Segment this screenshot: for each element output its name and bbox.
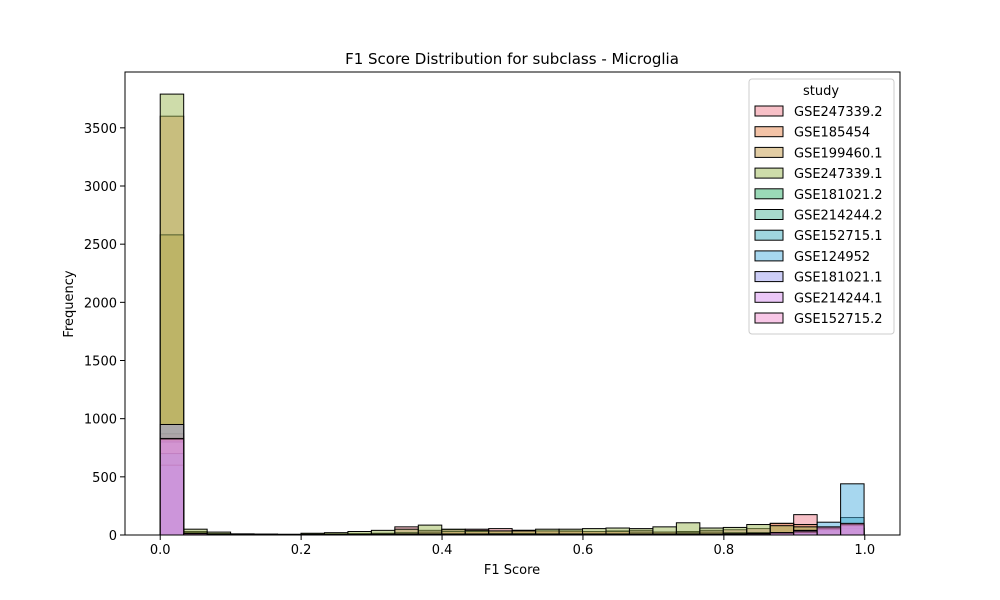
bar-GSE247339-1-bin-21 [652,526,677,536]
legend-label: GSE247339.1 [794,167,883,182]
legend-swatch [754,312,784,324]
legend-swatch [754,188,784,200]
y-tick-label: 3500 [84,122,117,137]
legend-label: GSE152715.2 [794,312,883,327]
y-tick-label: 0 [109,529,117,544]
x-tick-label: 1.0 [854,543,875,558]
legend-label: GSE247339.2 [794,105,883,120]
x-tick-label: 0.2 [291,543,312,558]
bar-GSE152715-2-bin-0 [159,437,185,536]
legend-swatch [754,271,784,283]
y-tick-label: 1500 [84,355,117,370]
y-tick-label: 2000 [84,296,117,311]
legend: study GSE247339.2GSE185454GSE199460.1GSE… [748,78,895,335]
y-axis: 0 500 1000 1500 2000 2500 3000 3500 [84,122,125,544]
x-tick-label: 0.0 [150,543,171,558]
legend-label: GSE181021.2 [794,188,883,203]
plot-frame [124,71,901,536]
legend-title: study [803,84,839,99]
legend-label: GSE214244.2 [794,209,883,224]
legend-label: GSE214244.1 [794,291,883,306]
legend-swatch [754,209,784,220]
y-tick-label: 500 [92,471,117,486]
x-axis: 0.0 0.2 0.4 0.6 0.8 1.0 [150,535,875,558]
legend-label: GSE152715.1 [794,229,883,244]
legend-label: GSE199460.1 [794,146,883,161]
chart-title: F1 Score Distribution for subclass - Mic… [345,50,679,68]
legend-label: GSE181021.1 [794,271,883,286]
legend-swatch [754,126,784,138]
legend-swatch [754,229,784,241]
legend-label: GSE124952 [794,250,870,265]
y-tick-label: 3000 [84,180,117,195]
legend-swatch [754,167,784,179]
x-tick-label: 0.6 [573,543,594,558]
legend-swatch [754,250,784,262]
x-tick-label: 0.8 [714,543,735,558]
legend-frame [748,78,895,335]
legend-label: GSE185454 [794,126,870,141]
x-tick-label: 0.4 [432,543,453,558]
bar-GSE152715-2-bin-27 [793,530,818,536]
bar-GSE152715-2-bin-28 [816,526,842,536]
y-tick-label: 2500 [84,238,117,253]
y-axis-title: Frequency [62,270,77,337]
legend-swatch [754,146,784,158]
legend-swatch [754,291,784,303]
bar-GSE152715-2-bin-29 [840,522,865,536]
bar-GSE247339-1-bin-22 [675,522,701,536]
bar-GSE247339-1-bin-11 [417,524,443,536]
y-tick-label: 1000 [84,413,117,428]
x-axis-title: F1 Score [484,563,540,578]
legend-swatch [754,105,784,117]
legend-items: GSE247339.2 GSE185454 GSE199460.1 GSE247339… [754,105,883,327]
